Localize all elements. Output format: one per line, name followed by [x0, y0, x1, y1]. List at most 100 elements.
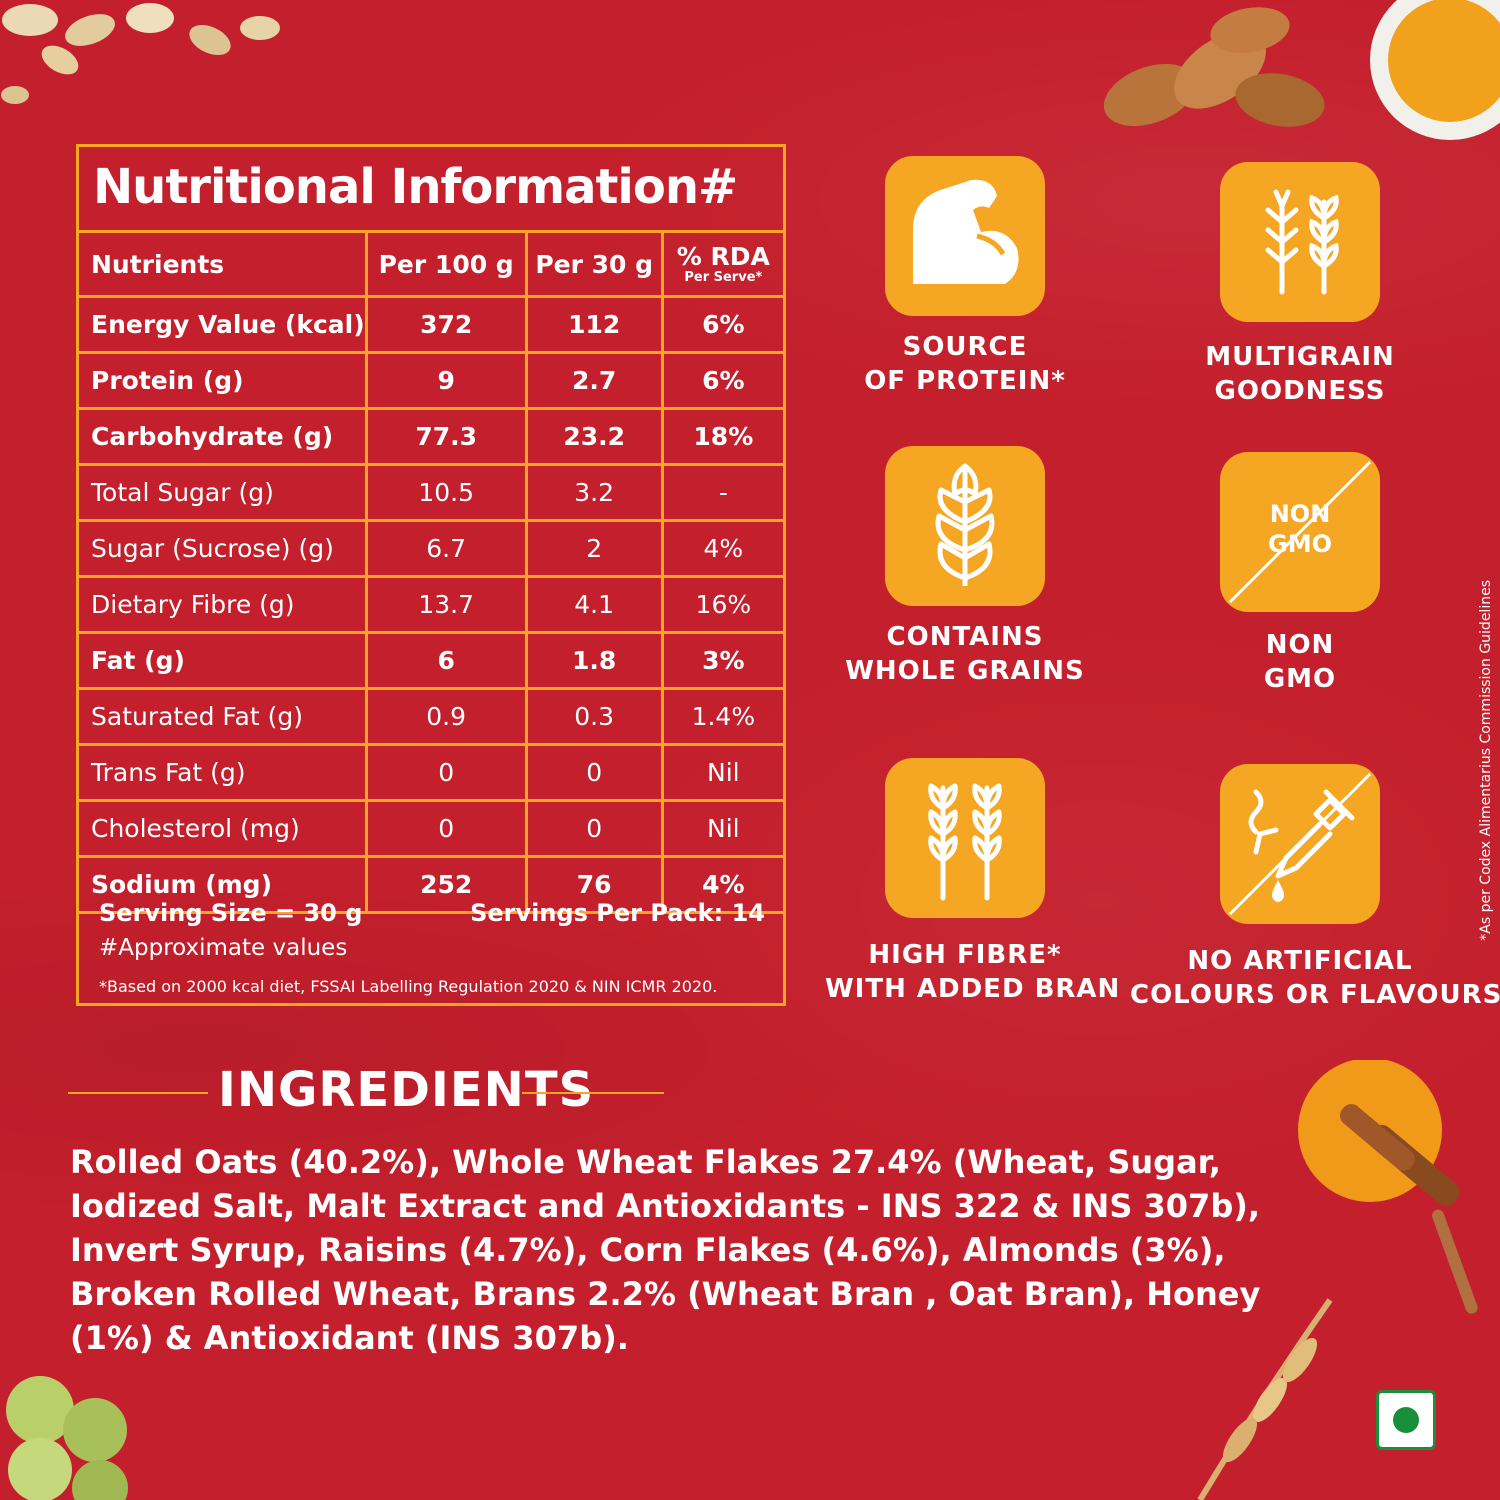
nutrition-panel: Nutritional Information# Nutrients Per 1…	[76, 144, 786, 1006]
almonds-image	[1103, 7, 1325, 127]
badge-label: HIGH FIBRE* WITH ADDED BRAN	[825, 938, 1121, 1006]
badge-label: NON GMO	[1180, 628, 1420, 696]
badge-line2: GMO	[1263, 664, 1337, 694]
row-name: Saturated Fat (g)	[79, 687, 368, 746]
basis-note: *Based on 2000 kcal diet, FSSAI Labellin…	[99, 977, 718, 996]
row-name: Fat (g)	[79, 631, 368, 690]
row-rda: -	[660, 463, 783, 522]
badge-label: SOURCE OF PROTEIN*	[845, 330, 1085, 398]
honey-dipper-image	[1298, 1060, 1478, 1314]
row-per100: 77.3	[364, 407, 528, 466]
multigrain-icon	[1220, 162, 1380, 322]
row-name: Protein (g)	[79, 351, 368, 410]
ingredients-title: INGREDIENTS	[218, 1062, 595, 1118]
row-per30: 0	[524, 799, 664, 858]
badge-label: MULTIGRAIN GOODNESS	[1180, 340, 1420, 408]
row-per30: 0.3	[524, 687, 664, 746]
row-name: Total Sugar (g)	[79, 463, 368, 522]
row-per30: 4.1	[524, 575, 664, 634]
row-per30: 2	[524, 519, 664, 578]
nutrition-title: Nutritional Information#	[93, 159, 738, 215]
badge-line2: OF PROTEIN*	[864, 366, 1066, 396]
dropper-icon	[1220, 764, 1380, 924]
servings-per-pack: Servings Per Pack: 14	[470, 899, 765, 927]
oat-stalk-image	[1197, 1298, 1333, 1500]
badge-line1: MULTIGRAIN	[1205, 342, 1395, 372]
badge-multigrain: MULTIGRAIN GOODNESS	[1180, 162, 1420, 408]
row-per30: 0	[524, 743, 664, 802]
row-per100: 10.5	[364, 463, 528, 522]
row-per100: 372	[364, 295, 528, 354]
vegetarian-dot	[1393, 1407, 1419, 1433]
non-gmo-icon-text1: NON	[1270, 500, 1331, 528]
table-row: Energy Value (kcal) 372 112 6%	[79, 295, 783, 354]
row-per30: 3.2	[524, 463, 664, 522]
badge-source-of-protein: SOURCE OF PROTEIN*	[845, 156, 1085, 398]
table-row: Dietary Fibre (g) 13.7 4.1 16%	[79, 575, 783, 634]
row-per100: 6.7	[364, 519, 528, 578]
row-per100: 0	[364, 799, 528, 858]
row-name: Dietary Fibre (g)	[79, 575, 368, 634]
row-per100: 0	[364, 743, 528, 802]
row-per30: 23.2	[524, 407, 664, 466]
row-rda: 4%	[660, 519, 783, 578]
table-row: Trans Fat (g) 0 0 Nil	[79, 743, 783, 802]
badge-line2: WHOLE GRAINS	[845, 656, 1085, 686]
row-rda: 4%	[660, 855, 783, 914]
row-name: Sodium (mg)	[79, 855, 368, 914]
badge-non-gmo: NON GMO NON GMO	[1180, 452, 1420, 696]
row-rda: 6%	[660, 351, 783, 410]
header-rda-label: % RDA	[676, 242, 770, 271]
badge-line1: NON	[1265, 630, 1335, 660]
honey-bowl-image	[1370, 0, 1500, 140]
table-row: Carbohydrate (g) 77.3 23.2 18%	[79, 407, 783, 466]
row-per30: 1.8	[524, 631, 664, 690]
flexed-arm-icon	[885, 156, 1045, 316]
table-row: Sugar (Sucrose) (g) 6.7 2 4%	[79, 519, 783, 578]
header-rda-sub: Per Serve*	[684, 270, 763, 285]
row-rda: Nil	[660, 743, 783, 802]
header-rda: % RDA Per Serve*	[660, 230, 783, 298]
table-row: Total Sugar (g) 10.5 3.2-	[79, 463, 783, 522]
row-name: Sugar (Sucrose) (g)	[79, 519, 368, 578]
nutrition-table: Nutrients Per 100 g Per 30 g % RDA Per S…	[79, 230, 783, 914]
non-gmo-icon-text2: GMO	[1268, 530, 1332, 558]
wheat-stalks-icon	[885, 758, 1045, 918]
badge-line1: NO ARTIFICIAL	[1187, 946, 1413, 976]
table-row: Cholesterol (mg) 0 0 Nil	[79, 799, 783, 858]
serving-size: Serving Size = 30 g	[99, 899, 363, 927]
badge-line2: COLOURS OR FLAVOURS	[1130, 980, 1500, 1010]
table-row: Saturated Fat (g) 0.9 0.3 1.4%	[79, 687, 783, 746]
row-per100: 6	[364, 631, 528, 690]
grapes-image	[6, 1376, 128, 1500]
row-name: Energy Value (kcal)	[79, 295, 368, 354]
table-row: Fat (g) 6 1.8 3%	[79, 631, 783, 690]
row-rda: 1.4%	[660, 687, 783, 746]
row-per100: 9	[364, 351, 528, 410]
badge-label: NO ARTIFICIAL COLOURS OR FLAVOURS	[1130, 944, 1500, 1012]
badge-line2: WITH ADDED BRAN	[825, 974, 1121, 1004]
row-per30: 112	[524, 295, 664, 354]
header-per-30g: Per 30 g	[524, 230, 664, 298]
grain-ear-icon	[885, 446, 1045, 606]
row-name: Cholesterol (mg)	[79, 799, 368, 858]
badge-line1: CONTAINS	[886, 622, 1044, 652]
badge-whole-grains: CONTAINS WHOLE GRAINS	[845, 446, 1085, 688]
table-header-row: Nutrients Per 100 g Per 30 g % RDA Per S…	[79, 230, 783, 298]
table-row: Protein (g) 9 2.7 6%	[79, 351, 783, 410]
header-nutrients: Nutrients	[79, 230, 368, 298]
badge-label: CONTAINS WHOLE GRAINS	[845, 620, 1085, 688]
header-per-100g: Per 100 g	[364, 230, 528, 298]
row-per30: 76	[524, 855, 664, 914]
side-note: *As per Codex Alimentarius Commission Gu…	[1478, 580, 1494, 941]
non-gmo-icon: NON GMO	[1220, 452, 1380, 612]
row-name: Trans Fat (g)	[79, 743, 368, 802]
badge-line1: HIGH FIBRE*	[868, 940, 1062, 970]
ingredients-text: Rolled Oats (40.2%), Whole Wheat Flakes …	[70, 1143, 1261, 1357]
row-per100: 0.9	[364, 687, 528, 746]
row-per100: 13.7	[364, 575, 528, 634]
vegetarian-mark-icon	[1376, 1390, 1436, 1450]
ingredients-divider-right	[522, 1092, 664, 1094]
table-row: Sodium (mg) 252 76 4%	[79, 855, 783, 914]
row-per100: 252	[364, 855, 528, 914]
